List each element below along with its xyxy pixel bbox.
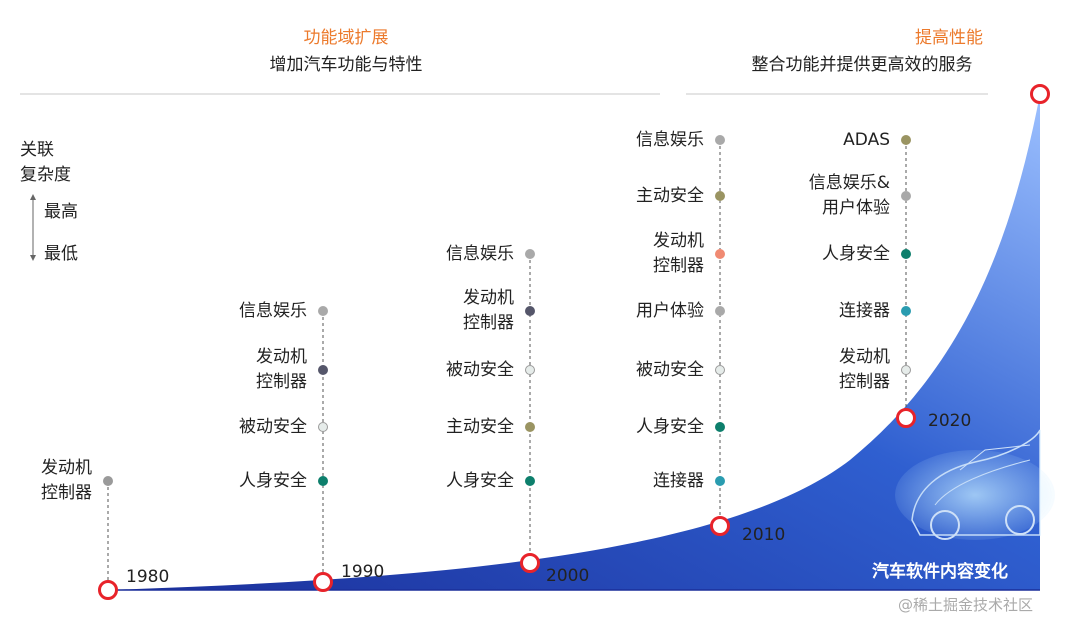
item-label-line: 控制器 bbox=[41, 483, 92, 503]
item-dot bbox=[318, 306, 328, 316]
era-year: 2000 bbox=[546, 566, 590, 586]
item-dot bbox=[525, 365, 535, 375]
item-dot bbox=[525, 476, 535, 486]
arrow-up-icon bbox=[30, 194, 36, 200]
item-label: 发动机 控制器 bbox=[653, 229, 704, 279]
legend-low: 最低 bbox=[44, 244, 78, 264]
legend-title-line1: 关联 bbox=[20, 140, 54, 160]
item-dot bbox=[525, 249, 535, 259]
header-right-subtitle: 整合功能并提供更高效的服务 bbox=[751, 55, 973, 75]
item-label-line: 发动机 bbox=[653, 231, 704, 251]
item-dot bbox=[901, 365, 911, 375]
item-label-line: ADAS bbox=[843, 129, 890, 150]
item-dot bbox=[715, 365, 725, 375]
item-label: 信息娱乐 bbox=[446, 242, 514, 267]
header-left-title: 功能域扩展 bbox=[303, 28, 389, 48]
item-dot bbox=[715, 306, 725, 316]
item-dot bbox=[901, 135, 911, 145]
item-label: 人身安全 bbox=[636, 415, 704, 440]
item-label: 信息娱乐 bbox=[239, 299, 307, 324]
item-label-line: 人身安全 bbox=[636, 416, 704, 437]
item-label-line: 控制器 bbox=[653, 256, 704, 276]
item-dot bbox=[715, 191, 725, 201]
item-label-line: 主动安全 bbox=[636, 185, 704, 206]
item-label: 被动安全 bbox=[239, 415, 307, 440]
item-label: 被动安全 bbox=[636, 358, 704, 383]
item-label-line: 人身安全 bbox=[822, 243, 890, 264]
item-dot bbox=[901, 191, 911, 201]
era-year: 2020 bbox=[928, 411, 972, 431]
item-dot bbox=[901, 306, 911, 316]
curve-end-node bbox=[1030, 84, 1050, 104]
item-label-line: 被动安全 bbox=[239, 416, 307, 437]
item-label-line: 被动安全 bbox=[636, 359, 704, 380]
item-label-line: 连接器 bbox=[653, 470, 704, 491]
item-label-line: 用户体验 bbox=[636, 300, 704, 321]
car-caption: 汽车软件内容变化 bbox=[872, 562, 1008, 582]
item-label-line: 被动安全 bbox=[446, 359, 514, 380]
item-label-line: 信息娱乐 bbox=[239, 300, 307, 321]
item-label: 人身安全 bbox=[822, 242, 890, 267]
item-label-line: 人身安全 bbox=[239, 470, 307, 491]
item-dot bbox=[525, 422, 535, 432]
item-label: 人身安全 bbox=[239, 469, 307, 494]
item-label: 发动机 控制器 bbox=[41, 456, 92, 506]
era-node bbox=[896, 408, 916, 428]
car-wireframe-image bbox=[895, 429, 1055, 540]
item-dot bbox=[715, 422, 725, 432]
item-label-line: 控制器 bbox=[256, 372, 307, 392]
item-label-line: 发动机 bbox=[463, 288, 514, 308]
item-label-line: 信息娱乐 bbox=[446, 243, 514, 264]
item-label-line: 控制器 bbox=[463, 313, 514, 333]
item-label-line: 发动机 bbox=[41, 458, 92, 478]
item-label: ADAS bbox=[843, 128, 890, 153]
item-dot bbox=[103, 476, 113, 486]
item-label-line: 主动安全 bbox=[446, 416, 514, 437]
item-label-line: 连接器 bbox=[839, 300, 890, 321]
item-label: 发动机 控制器 bbox=[839, 345, 890, 395]
item-dot bbox=[318, 422, 328, 432]
item-label: 连接器 bbox=[653, 469, 704, 494]
item-dot bbox=[318, 476, 328, 486]
item-label: 主动安全 bbox=[636, 184, 704, 209]
item-label-line: 发动机 bbox=[839, 347, 890, 367]
era-year: 2010 bbox=[742, 525, 786, 545]
item-dot bbox=[715, 249, 725, 259]
item-label-line: 人身安全 bbox=[446, 470, 514, 491]
era-node bbox=[710, 516, 730, 536]
item-dot bbox=[901, 249, 911, 259]
item-label-line: 信息娱乐& bbox=[808, 173, 890, 193]
item-label-line: 用户体验 bbox=[822, 198, 890, 218]
era-node bbox=[520, 553, 540, 573]
watermark: @稀土掘金技术社区 bbox=[898, 596, 1034, 614]
legend-title-line2: 复杂度 bbox=[20, 165, 71, 185]
item-dot bbox=[715, 476, 725, 486]
arrow-down-icon bbox=[30, 255, 36, 261]
item-label: 发动机 控制器 bbox=[256, 345, 307, 395]
item-dot bbox=[715, 135, 725, 145]
header-left-subtitle: 增加汽车功能与特性 bbox=[269, 55, 423, 75]
item-label: 人身安全 bbox=[446, 469, 514, 494]
item-dot bbox=[318, 365, 328, 375]
item-label: 信息娱乐& 用户体验 bbox=[809, 171, 890, 221]
legend-high: 最高 bbox=[44, 202, 78, 222]
item-label: 发动机 控制器 bbox=[463, 286, 514, 336]
item-label: 用户体验 bbox=[636, 299, 704, 324]
growth-area bbox=[108, 94, 1040, 590]
era-node bbox=[313, 572, 333, 592]
item-label-line: 信息娱乐 bbox=[636, 129, 704, 150]
era-year: 1980 bbox=[126, 567, 170, 587]
item-label: 被动安全 bbox=[446, 358, 514, 383]
item-label-line: 控制器 bbox=[839, 372, 890, 392]
era-year: 1990 bbox=[341, 562, 385, 582]
header-right-title: 提高性能 bbox=[915, 28, 983, 48]
item-label: 连接器 bbox=[839, 299, 890, 324]
era-node bbox=[98, 580, 118, 600]
item-label: 信息娱乐 bbox=[636, 128, 704, 153]
item-dot bbox=[525, 306, 535, 316]
item-label-line: 发动机 bbox=[256, 347, 307, 367]
item-label: 主动安全 bbox=[446, 415, 514, 440]
